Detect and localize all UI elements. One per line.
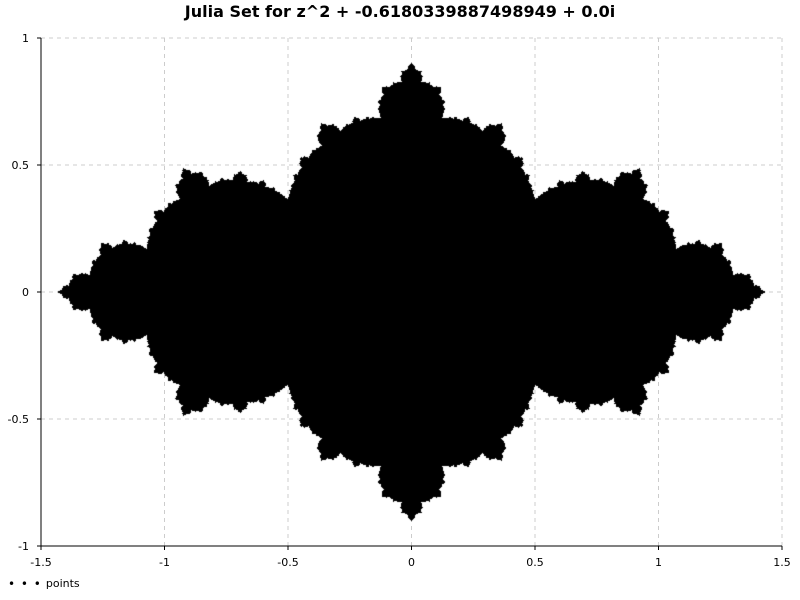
y-tick-label: 0.5 bbox=[12, 159, 30, 172]
legend-label-points: points bbox=[45, 577, 80, 590]
x-tick-label: -1 bbox=[159, 556, 170, 569]
y-tick-label: -0.5 bbox=[8, 413, 29, 426]
julia-set-points bbox=[41, 38, 782, 546]
chart-title: Julia Set for z^2 + -0.6180339887498949 … bbox=[184, 2, 616, 21]
x-tick-label: -0.5 bbox=[277, 556, 298, 569]
x-tick-label: -1.5 bbox=[30, 556, 51, 569]
y-tick-label: 0 bbox=[22, 286, 29, 299]
x-tick-label: 0.5 bbox=[526, 556, 544, 569]
y-axis-ticks: 1 0.5 0 -0.5 -1 bbox=[8, 32, 41, 553]
y-tick-label: -1 bbox=[18, 540, 29, 553]
legend-marker-dots: • • • bbox=[8, 576, 42, 591]
x-tick-label: 0 bbox=[408, 556, 415, 569]
y-tick-label: 1 bbox=[22, 32, 29, 45]
x-tick-label: 1.5 bbox=[773, 556, 791, 569]
legend: • • • points bbox=[8, 577, 80, 590]
x-axis-ticks: -1.5 -1 -0.5 0 0.5 1 1.5 bbox=[30, 546, 791, 569]
x-tick-label: 1 bbox=[655, 556, 662, 569]
